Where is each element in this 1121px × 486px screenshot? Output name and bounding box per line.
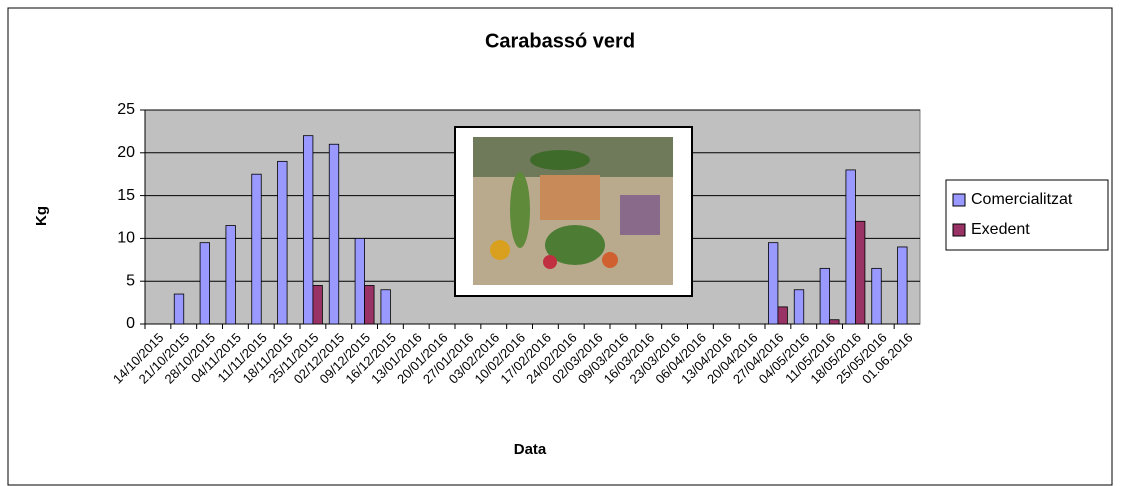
y-axis-title: Kg	[33, 206, 50, 226]
legend-swatch	[953, 194, 965, 206]
bar	[174, 294, 184, 324]
bar	[278, 161, 288, 324]
y-tick-label: 15	[117, 187, 135, 204]
y-tick-label: 5	[126, 272, 135, 289]
bar	[226, 226, 236, 324]
bar	[329, 144, 339, 324]
chart: Carabassó verd Data Kg 051015202514/10/2…	[0, 0, 1121, 486]
legend-swatch	[953, 224, 965, 236]
bar	[355, 238, 365, 324]
bar	[898, 247, 908, 324]
bar	[830, 320, 840, 324]
legend: Comercialitzat Exedent	[946, 180, 1108, 250]
bar	[200, 243, 210, 324]
bar	[313, 285, 323, 324]
y-tick-label: 20	[117, 144, 135, 161]
bar	[846, 170, 856, 324]
x-axis-title: Data	[514, 441, 547, 458]
y-tick-label: 10	[117, 230, 135, 247]
bar	[365, 285, 375, 324]
bar	[794, 290, 804, 324]
bar	[303, 136, 313, 324]
y-tick-label: 0	[126, 315, 135, 332]
bar	[872, 268, 882, 324]
bar	[820, 268, 830, 324]
bar	[252, 174, 262, 324]
bar	[855, 221, 865, 324]
legend-label: Exedent	[971, 221, 1030, 238]
bar	[778, 307, 788, 324]
photo	[455, 127, 692, 296]
legend-label: Comercialitzat	[971, 191, 1073, 208]
bar	[381, 290, 391, 324]
chart-title: Carabassó verd	[485, 30, 635, 52]
bar	[768, 243, 778, 324]
y-tick-label: 25	[117, 101, 135, 118]
